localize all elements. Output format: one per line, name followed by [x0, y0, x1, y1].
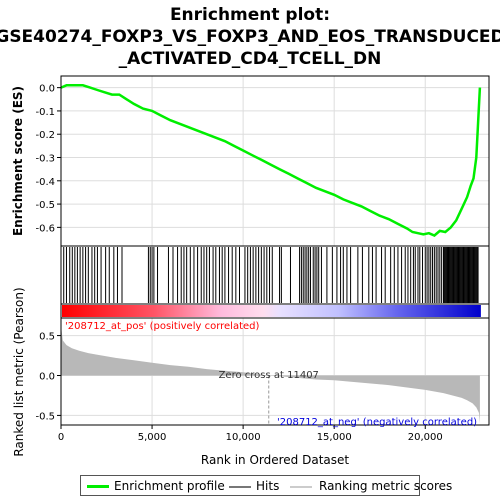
legend-label-ranking: Ranking metric scores	[319, 479, 453, 493]
x-tick-label: 0	[58, 432, 64, 443]
rank-metric-y-tick-label: 0.0	[39, 371, 55, 382]
es-y-tick-label: -0.1	[35, 107, 55, 118]
title-line-3: _ACTIVATED_CD4_TCELL_DN	[119, 49, 382, 69]
rank-metric-grid	[61, 318, 489, 425]
legend-swatch-ranking	[290, 486, 312, 488]
enrichment-profile-line	[60, 84, 482, 237]
es-y-axis-title: Enrichment score (ES)	[11, 86, 25, 236]
es-y-tick-label: -0.6	[35, 223, 55, 234]
legend-swatch-hits	[229, 486, 251, 488]
es-y-tick-label: -0.4	[35, 177, 55, 188]
neg-correlated-label: '208712_at_neg' (negatively correlated)	[277, 417, 477, 428]
rank-metric-y-tick-label: -0.5	[35, 411, 55, 422]
ranking-heat-bar	[62, 305, 481, 317]
es-y-ticks: 0.0 -0.1 -0.2 -0.3 -0.4 -0.5 -0.6	[35, 84, 61, 234]
rank-metric-y-tick-label: 0.5	[39, 332, 55, 343]
es-y-tick-label: 0.0	[39, 84, 55, 95]
x-axis-title: Rank in Ordered Dataset	[201, 453, 349, 467]
x-tick-label: 10,000	[226, 432, 261, 443]
rank-metric-y-ticks: 0.5 0.0 -0.5	[35, 332, 61, 422]
ranking-metric-area	[61, 326, 480, 424]
x-tick-label: 5,000	[138, 432, 167, 443]
title-line-1: Enrichment plot:	[170, 5, 330, 25]
pos-correlated-label: '208712_at_pos' (positively correlated)	[65, 321, 259, 332]
legend-label-enrichment: Enrichment profile	[114, 479, 225, 493]
x-tick-label: 15,000	[317, 432, 352, 443]
rank-metric-y-axis-title: Ranked list metric (Pearson)	[12, 287, 26, 456]
es-y-tick-label: -0.3	[35, 154, 55, 165]
es-grid	[61, 76, 489, 246]
legend: Enrichment profile Hits Ranking metric s…	[80, 475, 452, 496]
rank-metric-panel-frame	[60, 317, 490, 426]
hit-marks	[63, 247, 479, 303]
es-y-tick-label: -0.5	[35, 200, 55, 211]
legend-swatch-enrichment	[87, 485, 109, 488]
zero-cross-label: Zero cross at 11407	[219, 370, 319, 381]
es-y-tick-label: -0.2	[35, 130, 55, 141]
title-line-2: GSE40274_FOXP3_VS_FOXP3_AND_EOS_TRANSDUC…	[0, 27, 500, 47]
x-tick-label: 20,000	[408, 432, 443, 443]
legend-label-hits: Hits	[256, 479, 280, 493]
rank-metric-x-ticks: 0 5,000 10,000 15,000 20,000	[58, 425, 443, 443]
